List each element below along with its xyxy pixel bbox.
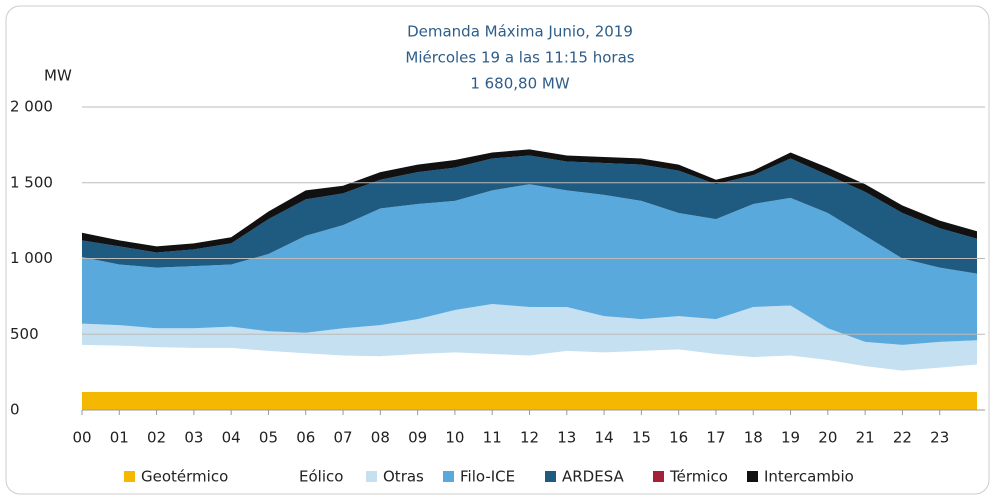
x-tick-label: 23 bbox=[930, 429, 949, 447]
x-tick-label: 18 bbox=[744, 429, 763, 447]
x-tick-label: 22 bbox=[893, 429, 912, 447]
y-tick-label: 2 000 bbox=[10, 98, 53, 116]
x-tick-label: 09 bbox=[408, 429, 427, 447]
area bbox=[82, 391, 977, 410]
y-tick-label: 1 000 bbox=[10, 249, 53, 267]
legend-swatch bbox=[366, 471, 377, 482]
x-tick-label: 10 bbox=[445, 429, 464, 447]
x-tick-label: 15 bbox=[632, 429, 651, 447]
chart-subtitle: Miércoles 19 a las 11:15 horas bbox=[405, 49, 634, 67]
legend-swatch bbox=[282, 471, 293, 482]
x-tick-label: 17 bbox=[706, 429, 725, 447]
legend-label: Otras bbox=[383, 468, 424, 486]
x-tick-label: 04 bbox=[222, 429, 241, 447]
x-tick-label: 14 bbox=[595, 429, 614, 447]
x-tick-label: 21 bbox=[856, 429, 875, 447]
area bbox=[82, 303, 977, 371]
area bbox=[82, 184, 977, 345]
legend-label: ARDESA bbox=[562, 468, 625, 486]
y-axis-label: MW bbox=[44, 67, 72, 85]
legend-swatch bbox=[747, 471, 758, 482]
x-tick-label: 00 bbox=[72, 429, 91, 447]
y-tick-label: 500 bbox=[10, 325, 39, 343]
x-tick-label: 01 bbox=[110, 429, 129, 447]
x-tick-label: 08 bbox=[371, 429, 390, 447]
x-tick-label: 03 bbox=[184, 429, 203, 447]
chart-title: Demanda Máxima Junio, 2019 bbox=[407, 23, 633, 41]
x-tick-label: 16 bbox=[669, 429, 688, 447]
area bbox=[82, 155, 977, 274]
x-tick-label: 13 bbox=[557, 429, 576, 447]
legend-label: Filo-ICE bbox=[460, 468, 515, 486]
legend-label: Geotérmico bbox=[141, 468, 228, 486]
x-tick-label: 12 bbox=[520, 429, 539, 447]
y-tick-label: 1 500 bbox=[10, 173, 53, 191]
x-tick-label: 02 bbox=[147, 429, 166, 447]
x-tick-label: 20 bbox=[818, 429, 837, 447]
x-tick-label: 19 bbox=[781, 429, 800, 447]
x-tick-label: 07 bbox=[333, 429, 352, 447]
legend-swatch bbox=[443, 471, 454, 482]
x-tick-label: 05 bbox=[259, 429, 278, 447]
annotation: 1 680,80 MW bbox=[470, 75, 570, 93]
legend-swatch bbox=[653, 471, 664, 482]
x-tick-label: 11 bbox=[483, 429, 502, 447]
legend-label: Térmico bbox=[669, 468, 728, 486]
legend-label: Eólico bbox=[299, 468, 343, 486]
y-tick-label: 0 bbox=[10, 401, 20, 419]
legend-label: Intercambio bbox=[764, 468, 854, 486]
legend-swatch bbox=[545, 471, 556, 482]
area bbox=[82, 149, 977, 253]
x-tick-label: 06 bbox=[296, 429, 315, 447]
area bbox=[82, 344, 977, 392]
legend-swatch bbox=[124, 471, 135, 482]
